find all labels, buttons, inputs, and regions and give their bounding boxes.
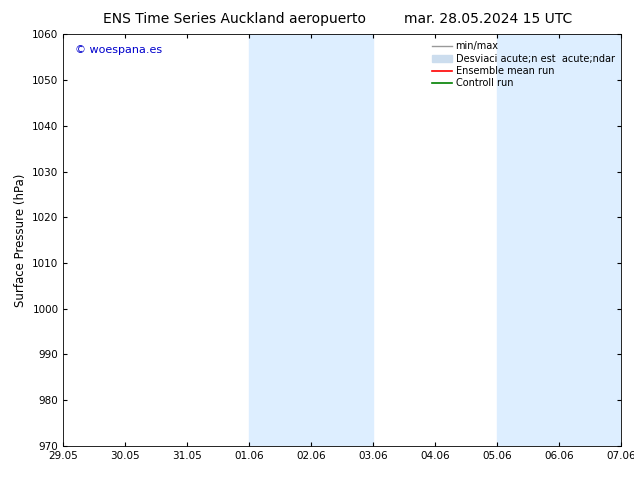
Bar xyxy=(497,34,621,446)
Bar xyxy=(249,34,373,446)
Text: © woespana.es: © woespana.es xyxy=(75,45,162,54)
Y-axis label: Surface Pressure (hPa): Surface Pressure (hPa) xyxy=(14,173,27,307)
Legend: min/max, Desviaci acute;n est  acute;ndar, Ensemble mean run, Controll run: min/max, Desviaci acute;n est acute;ndar… xyxy=(429,37,618,92)
Text: mar. 28.05.2024 15 UTC: mar. 28.05.2024 15 UTC xyxy=(404,12,573,26)
Text: ENS Time Series Auckland aeropuerto: ENS Time Series Auckland aeropuerto xyxy=(103,12,366,26)
